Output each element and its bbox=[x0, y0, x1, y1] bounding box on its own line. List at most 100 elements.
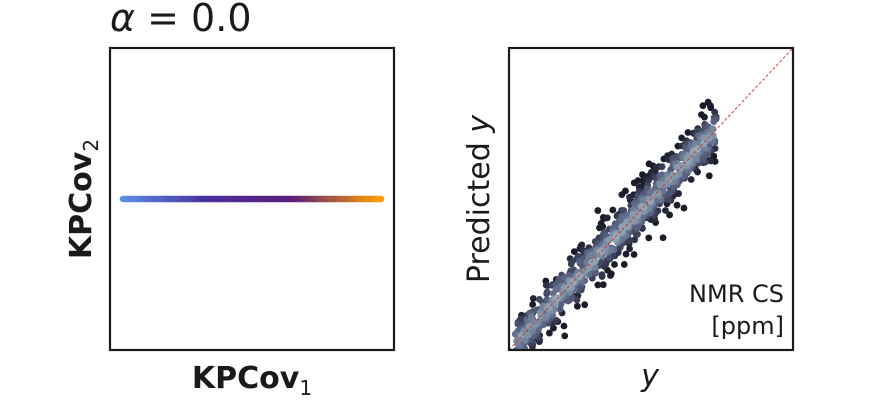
right-data-point bbox=[576, 257, 583, 265]
right-x-axis-label: y bbox=[640, 359, 660, 394]
right-data-point bbox=[599, 281, 607, 289]
right-data-point bbox=[629, 217, 637, 225]
right-data-point bbox=[646, 198, 654, 206]
right-data-point bbox=[519, 362, 526, 369]
right-data-point bbox=[709, 125, 717, 133]
right-data-point bbox=[658, 163, 666, 171]
right-data-point bbox=[626, 193, 633, 201]
right-data-point bbox=[645, 176, 653, 184]
right-data-point bbox=[611, 261, 618, 268]
right-data-point bbox=[524, 331, 532, 339]
right-data-point bbox=[528, 315, 535, 323]
right-data-point bbox=[530, 322, 538, 330]
right-data-point bbox=[645, 160, 653, 168]
right-data-point bbox=[619, 223, 626, 231]
right-data-point bbox=[581, 301, 589, 309]
right-data-point bbox=[594, 207, 602, 214]
right-plot-frame bbox=[507, 46, 795, 352]
right-data-point bbox=[598, 271, 606, 279]
right-data-point bbox=[701, 113, 708, 121]
right-data-point bbox=[699, 102, 707, 110]
right-data-point bbox=[578, 241, 586, 249]
right-data-point bbox=[705, 172, 713, 180]
right-data-point bbox=[619, 213, 627, 221]
figure-title: α = 0.0 bbox=[110, 0, 252, 40]
right-data-point bbox=[630, 251, 638, 258]
right-data-point bbox=[653, 163, 660, 171]
right-data-point bbox=[675, 190, 683, 197]
right-data-point bbox=[570, 248, 578, 256]
right-data-point bbox=[529, 295, 537, 302]
right-data-point bbox=[531, 355, 538, 362]
right-data-point bbox=[684, 129, 692, 136]
right-data-point bbox=[622, 187, 629, 195]
right-data-point bbox=[687, 176, 695, 183]
right-data-point bbox=[597, 247, 605, 255]
right-data-point bbox=[705, 134, 713, 142]
right-data-point bbox=[531, 353, 538, 360]
left-x-axis-label: KPCov1 bbox=[192, 361, 312, 400]
right-data-point bbox=[654, 207, 662, 215]
right-data-point bbox=[654, 189, 662, 197]
right-data-point bbox=[665, 190, 673, 198]
right-scatter-points bbox=[511, 98, 720, 377]
left-y-axis-label: KPCov2 bbox=[64, 139, 103, 259]
right-data-point bbox=[658, 171, 666, 179]
right-y-axis-label: Predicted y bbox=[462, 114, 497, 283]
right-data-point bbox=[513, 366, 520, 373]
units-annotation-line1: NMR CS bbox=[689, 280, 784, 308]
right-data-point bbox=[573, 302, 581, 310]
right-data-point bbox=[598, 224, 605, 231]
right-data-point bbox=[634, 230, 641, 238]
right-data-point bbox=[673, 201, 681, 209]
right-data-point bbox=[677, 162, 685, 169]
right-data-point bbox=[692, 154, 700, 162]
right-data-point bbox=[606, 253, 613, 261]
right-data-point bbox=[630, 179, 638, 187]
right-data-point bbox=[525, 322, 533, 330]
right-data-point bbox=[543, 288, 551, 296]
right-data-point bbox=[634, 211, 642, 219]
right-data-point bbox=[659, 234, 667, 242]
right-data-point bbox=[620, 261, 628, 268]
right-data-point bbox=[662, 207, 669, 214]
right-data-point bbox=[707, 104, 715, 112]
right-data-point bbox=[597, 258, 605, 266]
right-data-point bbox=[512, 364, 519, 371]
left-panel: KPCov1 KPCov2 bbox=[64, 46, 396, 400]
left-data-point bbox=[377, 195, 385, 203]
right-data-point bbox=[625, 237, 633, 245]
right-data-point bbox=[576, 272, 584, 279]
right-panel: NMR CS [ppm] y Predicted y bbox=[462, 46, 795, 394]
right-data-point bbox=[645, 234, 653, 242]
right-data-point bbox=[512, 358, 519, 365]
left-plot-frame bbox=[108, 46, 396, 352]
right-data-point bbox=[603, 214, 611, 222]
right-data-point bbox=[518, 332, 525, 339]
right-data-point bbox=[622, 250, 630, 258]
right-data-point bbox=[518, 350, 525, 357]
right-data-point bbox=[553, 294, 561, 302]
right-data-point bbox=[689, 149, 697, 157]
right-data-point bbox=[588, 251, 596, 259]
right-data-point bbox=[710, 118, 718, 125]
right-data-point bbox=[680, 204, 688, 212]
right-data-point bbox=[560, 322, 568, 330]
right-data-point bbox=[513, 370, 520, 377]
right-data-point bbox=[556, 305, 564, 313]
right-data-point bbox=[519, 361, 526, 368]
identity-line bbox=[509, 48, 793, 350]
right-data-point bbox=[666, 211, 674, 219]
right-data-point bbox=[678, 134, 686, 142]
right-data-point bbox=[521, 336, 528, 344]
units-annotation-line2: [ppm] bbox=[711, 312, 784, 340]
right-data-point bbox=[561, 332, 569, 340]
left-scatter-points bbox=[119, 195, 385, 203]
right-data-point bbox=[542, 313, 550, 321]
right-data-point bbox=[545, 329, 553, 337]
right-data-point bbox=[529, 301, 537, 308]
right-data-point bbox=[707, 157, 715, 165]
right-data-point bbox=[585, 264, 592, 272]
right-data-point bbox=[594, 281, 602, 289]
